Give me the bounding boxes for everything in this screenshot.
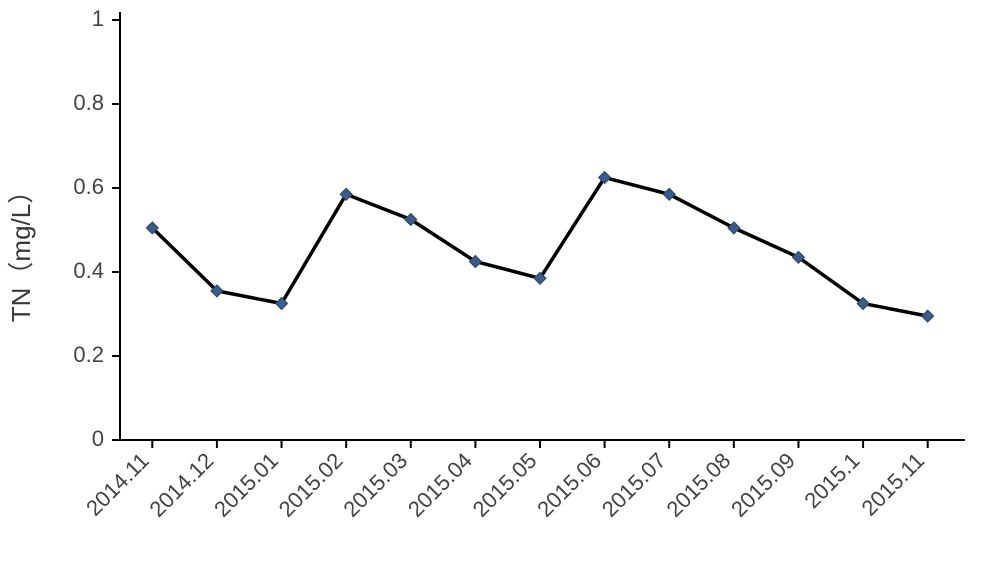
x-ticks: 2014.112014.122015.012015.022015.032015.… [81,440,929,522]
y-tick-label: 1 [92,6,104,31]
chart-container: TN（mg/L） 00.20.40.60.81 2014.112014.1220… [0,0,1000,583]
data-point-marker [663,188,675,200]
y-tick-label: 0.6 [73,174,104,199]
x-tick-label: 2015.04 [403,448,477,522]
x-tick-label: 2015.02 [274,448,348,522]
x-tick-label: 2015.09 [726,448,800,522]
data-point-marker [728,222,740,234]
data-point-marker [922,310,934,322]
y-tick-label: 0.2 [73,342,104,367]
x-tick-label: 2015.11 [856,448,929,521]
x-tick-label: 2015.1 [799,448,864,513]
y-axis-title: TN（mg/L） [6,178,36,322]
series-line [152,178,927,317]
x-tick-label: 2014.12 [145,448,219,522]
x-tick-label: 2014.11 [81,448,154,521]
x-tick-label: 2015.08 [661,448,735,522]
x-tick-label: 2015.07 [597,448,671,522]
y-tick-label: 0 [92,426,104,451]
y-tick-label: 0.4 [73,258,104,283]
x-tick-label: 2015.03 [338,448,412,522]
line-chart: TN（mg/L） 00.20.40.60.81 2014.112014.1220… [0,0,1000,583]
x-tick-label: 2015.01 [209,448,283,522]
x-tick-label: 2015.05 [468,448,542,522]
y-tick-label: 0.8 [73,90,104,115]
y-ticks: 0 0.2 0.4 0.6 0.8 1 [73,6,120,451]
x-tick-label: 2015.06 [532,448,606,522]
